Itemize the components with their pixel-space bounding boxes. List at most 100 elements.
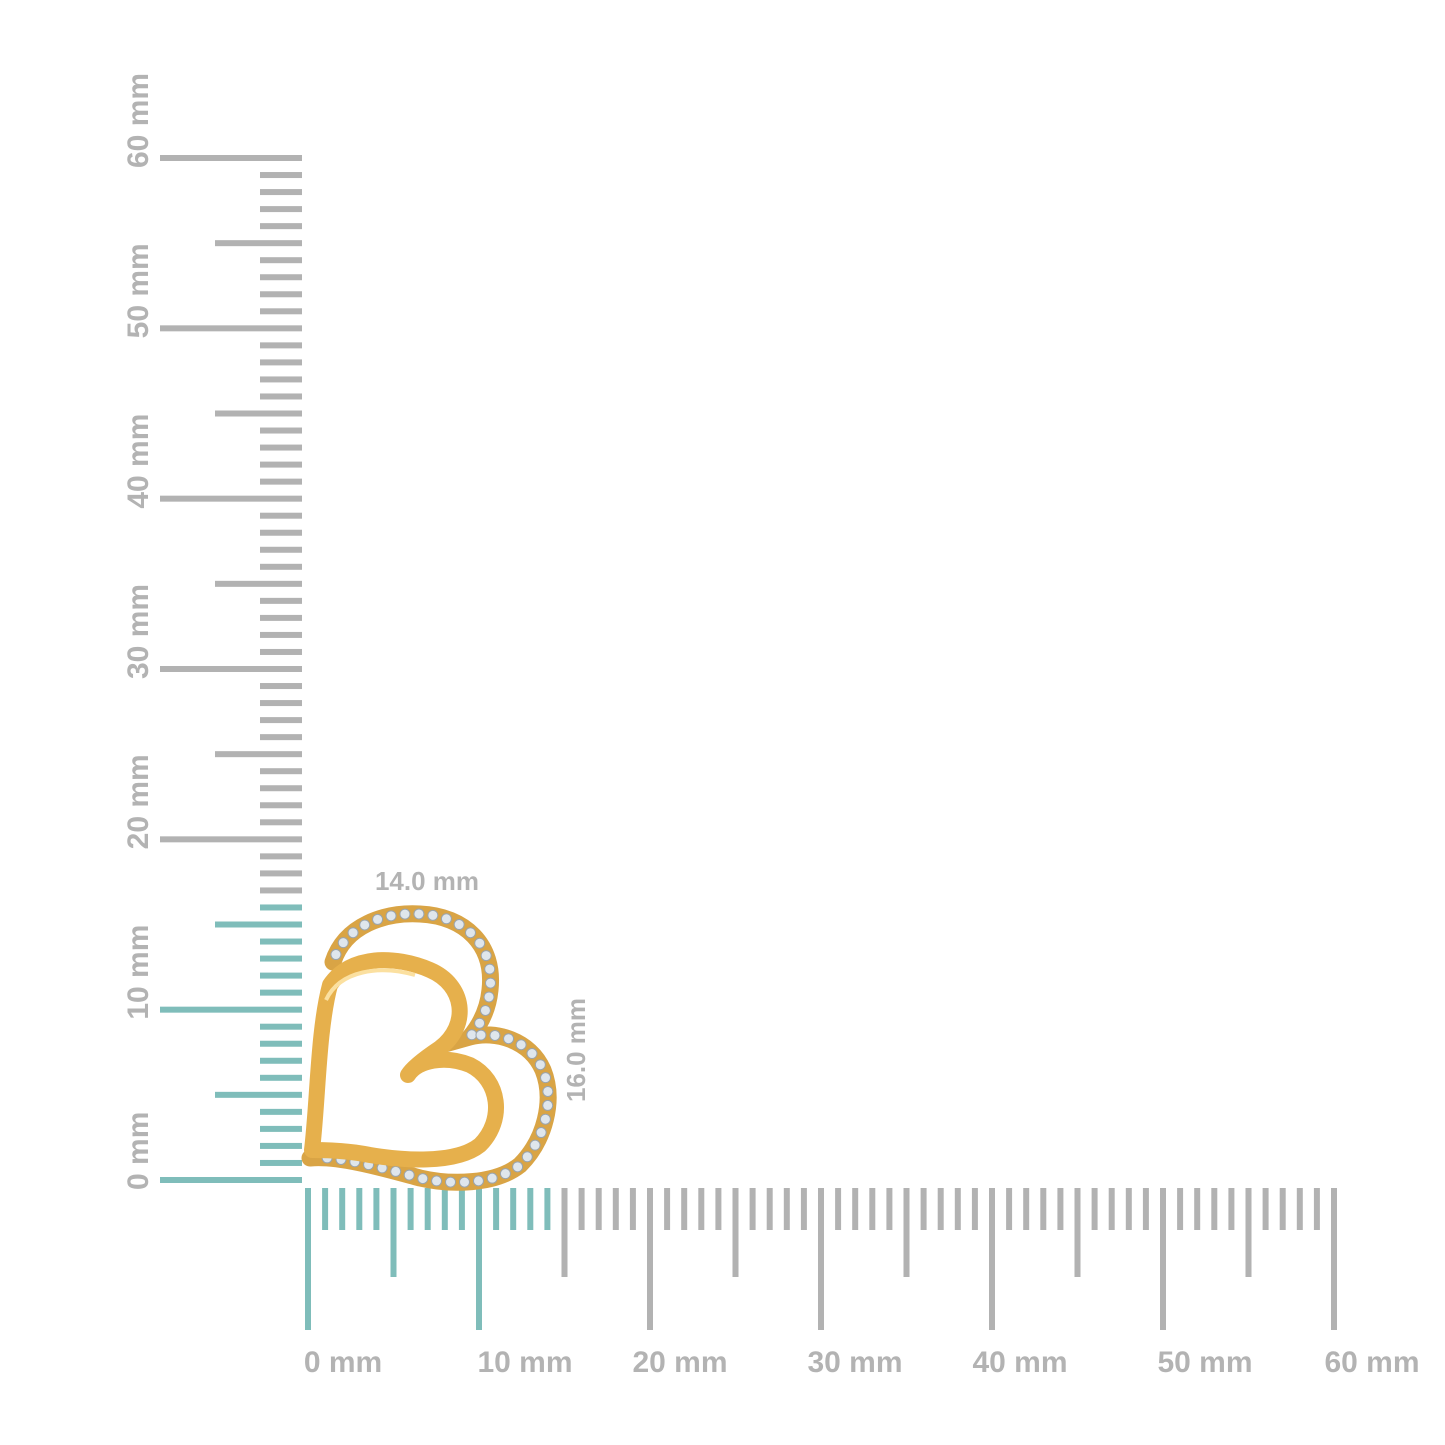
vertical-tick-3 (260, 1125, 302, 1132)
stone (475, 1029, 487, 1041)
horizontal-label: 40 mm (972, 1346, 1067, 1379)
stone (474, 1017, 486, 1029)
horizontal-tick-15 (561, 1188, 568, 1277)
vertical-tick-10 (160, 1006, 302, 1013)
stone (459, 1176, 471, 1188)
horizontal-tick-2 (339, 1188, 346, 1230)
vertical-tick-0 (160, 1177, 302, 1183)
horizontal-tick-35 (903, 1188, 910, 1277)
horizontal-tick-37 (937, 1188, 944, 1230)
stone (472, 1175, 484, 1187)
horizontal-tick-8 (441, 1188, 448, 1230)
stone (540, 1072, 552, 1084)
vertical-label: 0 mm (122, 1112, 155, 1190)
horizontal-label: 50 mm (1157, 1346, 1252, 1379)
stone (453, 919, 465, 931)
horizontal-label: 30 mm (807, 1346, 902, 1379)
stone (515, 1039, 527, 1051)
vertical-tick-27 (260, 717, 302, 724)
vertical-tick-28 (260, 700, 302, 707)
horizontal-tick-50 (1160, 1188, 1166, 1330)
horizontal-label: 0 mm (304, 1346, 382, 1379)
stone (483, 991, 495, 1003)
horizontal-label: 60 mm (1324, 1346, 1419, 1379)
stone (526, 1048, 538, 1060)
vertical-tick-56 (260, 223, 302, 230)
horizontal-tick-47 (1108, 1188, 1115, 1230)
horizontal-tick-11 (493, 1188, 500, 1230)
horizontal-tick-45 (1074, 1188, 1081, 1277)
horizontal-ruler (305, 1188, 1337, 1330)
horizontal-tick-9 (458, 1188, 465, 1230)
vertical-tick-15 (215, 921, 302, 928)
height-dimension-label: 16.0 mm (561, 998, 591, 1102)
stone (466, 1029, 478, 1041)
vertical-tick-55 (215, 240, 302, 247)
vertical-tick-39 (260, 512, 302, 519)
horizontal-tick-19 (629, 1188, 636, 1230)
vertical-tick-1 (260, 1159, 302, 1166)
vertical-tick-22 (260, 802, 302, 809)
horizontal-tick-25 (732, 1188, 739, 1277)
stone (390, 1165, 402, 1177)
horizontal-tick-55 (1245, 1188, 1252, 1277)
vertical-tick-38 (260, 529, 302, 536)
vertical-tick-9 (260, 1023, 302, 1030)
horizontal-tick-40 (989, 1188, 995, 1330)
vertical-tick-34 (260, 597, 302, 604)
horizontal-tick-14 (544, 1188, 551, 1230)
stone (529, 1139, 541, 1151)
stone (413, 908, 425, 920)
stone (417, 1173, 429, 1185)
horizontal-tick-26 (749, 1188, 756, 1230)
vertical-tick-19 (260, 853, 302, 860)
horizontal-tick-36 (920, 1188, 927, 1230)
horizontal-label: 20 mm (632, 1346, 727, 1379)
vertical-tick-49 (260, 342, 302, 349)
horizontal-tick-59 (1313, 1188, 1320, 1230)
stone (480, 950, 492, 962)
vertical-tick-35 (215, 580, 302, 587)
stone (440, 913, 452, 925)
stone (499, 1168, 511, 1180)
vertical-tick-43 (260, 444, 302, 451)
stone (535, 1127, 547, 1139)
horizontal-label: 10 mm (477, 1346, 572, 1379)
vertical-tick-29 (260, 683, 302, 690)
horizontal-tick-49 (1142, 1188, 1149, 1230)
horizontal-tick-51 (1177, 1188, 1184, 1230)
horizontal-tick-1 (322, 1188, 329, 1230)
horizontal-tick-0 (305, 1188, 311, 1330)
vertical-tick-51 (260, 308, 302, 315)
stone (534, 1059, 546, 1071)
vertical-tick-4 (260, 1108, 302, 1115)
horizontal-tick-29 (800, 1188, 807, 1230)
horizontal-tick-46 (1091, 1188, 1098, 1230)
vertical-ruler-labels: 0 mm 10 mm 20 mm 30 mm 40 mm 50 mm 60 mm (122, 73, 155, 1190)
vertical-tick-48 (260, 359, 302, 366)
vertical-tick-45 (215, 410, 302, 417)
horizontal-tick-13 (527, 1188, 534, 1230)
horizontal-tick-43 (1040, 1188, 1047, 1230)
vertical-tick-7 (260, 1057, 302, 1064)
vertical-tick-44 (260, 427, 302, 434)
horizontal-tick-3 (356, 1188, 363, 1230)
horizontal-tick-44 (1057, 1188, 1064, 1230)
double-heart-pendant-icon (301, 905, 557, 1191)
horizontal-ruler-labels: 0 mm 10 mm 20 mm 30 mm 40 mm 50 mm 60 mm (304, 1346, 1420, 1379)
vertical-label: 30 mm (122, 584, 155, 679)
vertical-tick-54 (260, 257, 302, 264)
horizontal-tick-12 (510, 1188, 517, 1230)
horizontal-tick-4 (373, 1188, 380, 1230)
vertical-tick-8 (260, 1040, 302, 1047)
vertical-tick-17 (260, 887, 302, 894)
horizontal-tick-38 (954, 1188, 961, 1230)
vertical-tick-36 (260, 563, 302, 570)
vertical-tick-21 (260, 819, 302, 826)
vertical-tick-53 (260, 274, 302, 281)
stone (503, 1033, 515, 1045)
vertical-tick-57 (260, 206, 302, 213)
vertical-tick-58 (260, 189, 302, 196)
horizontal-tick-22 (681, 1188, 688, 1230)
